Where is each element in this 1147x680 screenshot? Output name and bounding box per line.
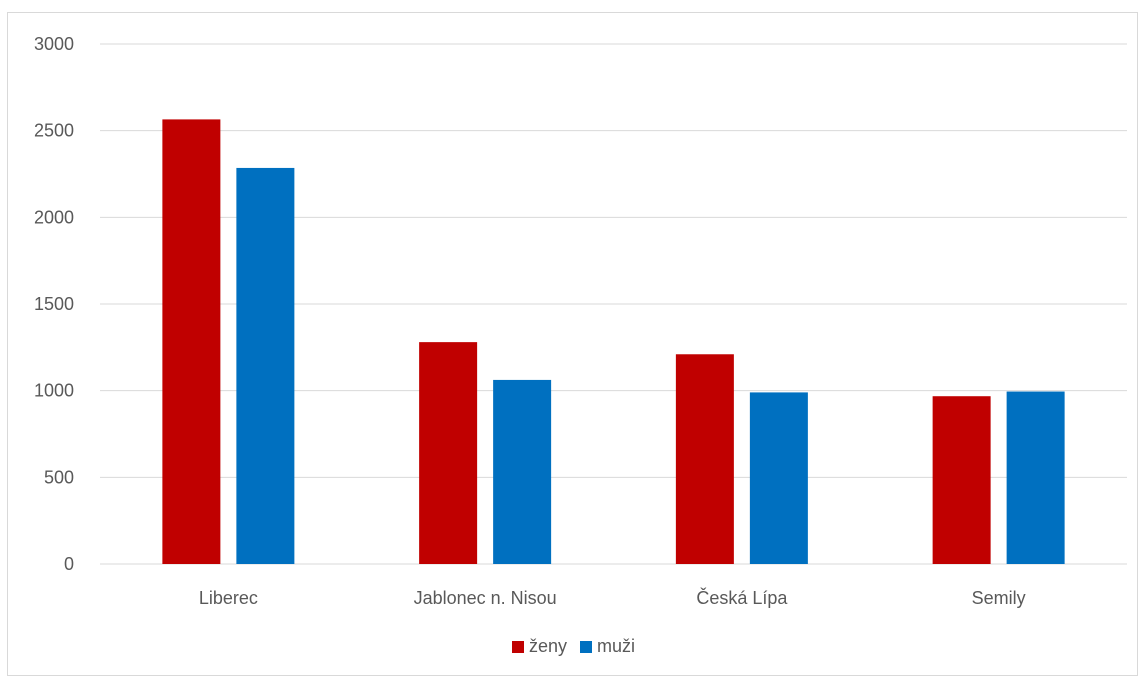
bar-muzi bbox=[1006, 391, 1065, 564]
x-tick-label: Semily bbox=[972, 588, 1026, 608]
chart-legend: ženy muži bbox=[0, 636, 1147, 658]
y-tick-label: 0 bbox=[64, 554, 74, 574]
x-tick-label: Liberec bbox=[199, 588, 258, 608]
legend-swatch-zeny bbox=[511, 640, 524, 653]
legend-label-muzi: muži bbox=[597, 636, 636, 656]
legend-swatch-muzi bbox=[580, 640, 593, 653]
bar-muzi bbox=[749, 392, 808, 564]
y-tick-label: 2000 bbox=[34, 207, 74, 227]
x-tick-label: Česká Lípa bbox=[696, 587, 788, 608]
legend-label-zeny: ženy bbox=[528, 636, 567, 656]
legend-item-muzi: muži bbox=[580, 636, 635, 657]
bar-zeny bbox=[675, 354, 734, 564]
bar-zeny bbox=[932, 396, 991, 564]
legend-item-zeny: ženy bbox=[511, 636, 567, 657]
bar-muzi bbox=[493, 379, 552, 564]
bar-zeny bbox=[419, 342, 478, 564]
bar-muzi bbox=[236, 167, 295, 564]
x-tick-label: Jablonec n. Nisou bbox=[414, 588, 557, 608]
y-tick-label: 500 bbox=[44, 467, 74, 487]
y-tick-label: 3000 bbox=[34, 34, 74, 54]
bar-zeny bbox=[162, 119, 221, 565]
y-tick-label: 1500 bbox=[34, 294, 74, 314]
y-tick-label: 2500 bbox=[34, 121, 74, 141]
y-tick-label: 1000 bbox=[34, 381, 74, 401]
